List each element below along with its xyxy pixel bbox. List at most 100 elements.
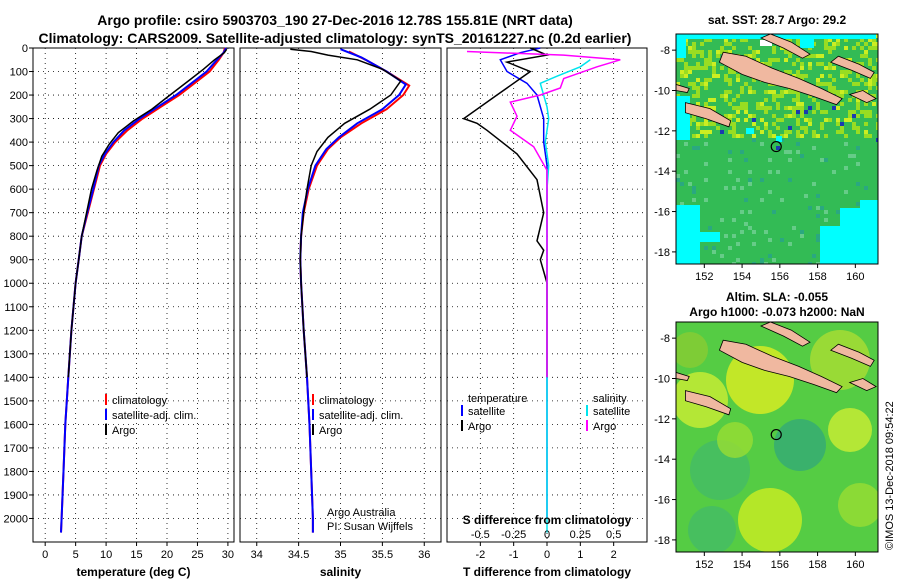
- map-cell: [836, 210, 840, 214]
- map-cell: [764, 230, 768, 234]
- map-cell: [768, 170, 772, 174]
- map-cell: [696, 146, 700, 150]
- map-cell: [692, 50, 696, 54]
- map-cell: [876, 46, 878, 50]
- map-cell: [724, 94, 728, 98]
- map-cell: [856, 202, 860, 206]
- map-cell: [740, 38, 744, 42]
- map-cell: [728, 70, 732, 74]
- map-cell: [768, 190, 772, 194]
- map-cell: [708, 98, 712, 102]
- secondary-x-tick-label: 0.25: [570, 529, 591, 541]
- map-cell: [832, 42, 836, 46]
- map-cell: [768, 134, 772, 138]
- island-outline: [759, 322, 811, 347]
- map-cell: [828, 46, 832, 50]
- map-x-tick-label: 156: [771, 271, 789, 283]
- map-cell: [876, 78, 878, 82]
- map-cell: [692, 114, 696, 118]
- map-cell: [736, 118, 740, 122]
- map-cell: [712, 246, 716, 250]
- map-cell: [712, 66, 716, 70]
- map-y-tick-label: -8: [660, 333, 670, 345]
- map-cell: [696, 90, 700, 94]
- map-cell: [724, 98, 728, 102]
- map-cell: [872, 46, 876, 50]
- map-cell: [792, 90, 796, 94]
- map-cell: [864, 82, 868, 86]
- y-tick-label: 1900: [4, 490, 28, 502]
- map-cell: [736, 106, 740, 110]
- map-cell: [748, 210, 752, 214]
- map-cell: [772, 98, 776, 102]
- map-cell: [704, 198, 708, 202]
- map-cell: [824, 66, 828, 70]
- map-cell: [816, 78, 820, 82]
- map-cell: [700, 66, 704, 70]
- map-cell: [820, 158, 824, 162]
- map-cell: [788, 70, 792, 74]
- map-cell: [744, 118, 748, 122]
- map-cell: [724, 114, 728, 118]
- map-cell: [772, 94, 776, 98]
- map-cell: [696, 134, 700, 138]
- map-cell: [692, 82, 696, 86]
- map-cell: [756, 58, 760, 62]
- map-cell: [796, 94, 800, 98]
- map-cell: [792, 62, 796, 66]
- map-cell-cyan: [800, 36, 814, 48]
- map-cell: [836, 106, 840, 110]
- map-cell: [704, 118, 708, 122]
- map-cell: [808, 54, 812, 58]
- map-cell: [820, 74, 824, 78]
- map-cell: [788, 178, 792, 182]
- map-cell: [796, 70, 800, 74]
- map-cell: [704, 78, 708, 82]
- map-cell: [724, 234, 728, 238]
- map-cell: [772, 122, 776, 126]
- map-cell: [868, 46, 872, 50]
- map-cell: [696, 66, 700, 70]
- map-cell-cyan: [776, 136, 782, 142]
- map-cell: [696, 86, 700, 90]
- map-cell: [856, 106, 860, 110]
- map-cell: [696, 94, 700, 98]
- map-cell: [780, 90, 784, 94]
- map-cell: [704, 86, 708, 90]
- map-cell: [832, 170, 836, 174]
- map-cell-cyan: [840, 208, 878, 226]
- map-cell: [796, 150, 800, 154]
- map-cell: [788, 54, 792, 58]
- map-cell: [756, 126, 760, 130]
- x-tick-label: 0: [42, 549, 48, 561]
- map-cell: [840, 74, 844, 78]
- credit-text: ©IMOS 13-Dec-2018 09:54:22: [884, 401, 896, 550]
- map-cell: [704, 162, 708, 166]
- map-cell: [724, 90, 728, 94]
- profile-panel-2: 34 34.5 35 35.5 36 salinity: [239, 47, 442, 579]
- map-cell: [816, 54, 820, 58]
- map-cell: [816, 214, 820, 218]
- map-cell: [828, 82, 832, 86]
- map-cell: [708, 130, 712, 134]
- map-cell: [792, 98, 796, 102]
- map-cell: [732, 262, 736, 264]
- map-cell: [700, 130, 704, 134]
- map-cell: [844, 166, 848, 170]
- map-cell: [836, 118, 840, 122]
- map-cell: [816, 262, 820, 264]
- map-cell: [700, 50, 704, 54]
- profile-panel-1: 0 5 10 15 20 25 30 temperature (deg C): [32, 47, 235, 579]
- map-cell: [700, 54, 704, 58]
- map-cell: [772, 90, 776, 94]
- map-cell: [816, 206, 820, 210]
- map-cell: [732, 38, 736, 42]
- map-cell: [692, 42, 696, 46]
- x-axis-label: T difference from climatology: [463, 565, 631, 579]
- map-cell: [760, 178, 764, 182]
- map-cell: [692, 86, 696, 90]
- sla-blob: [838, 483, 878, 527]
- y-tick-label: 600: [10, 184, 28, 196]
- map-cell: [864, 102, 868, 106]
- sla-map: 152 154 156 158 160 -8 -10 -12 -14 -16 -18: [654, 321, 879, 571]
